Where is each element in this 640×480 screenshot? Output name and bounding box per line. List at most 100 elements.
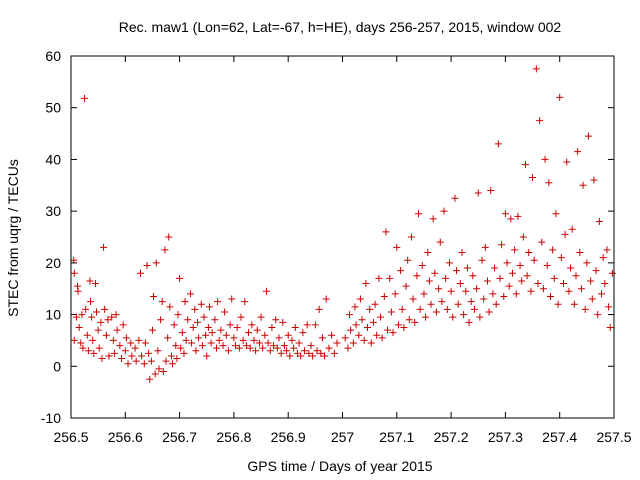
data-point [232, 342, 240, 350]
data-point [380, 292, 388, 300]
data-point [584, 132, 592, 140]
data-point [137, 269, 145, 277]
data-point [463, 264, 471, 272]
data-point [173, 355, 181, 363]
data-point [516, 261, 524, 269]
data-point [552, 210, 560, 218]
y-tick-label: 40 [45, 151, 61, 167]
data-point [167, 352, 175, 360]
data-point [606, 324, 614, 331]
data-point [386, 274, 394, 282]
data-point [543, 261, 551, 269]
data-point [404, 256, 412, 264]
data-point [534, 280, 542, 288]
data-point [141, 339, 149, 347]
data-point [467, 298, 475, 306]
data-point [557, 254, 565, 262]
data-point [400, 324, 408, 331]
data-point [549, 246, 557, 254]
data-point [280, 342, 288, 350]
data-point [505, 282, 513, 290]
data-point [242, 342, 250, 350]
data-point [195, 334, 203, 342]
x-tick-label: 257.3 [488, 429, 523, 445]
data-point [162, 357, 170, 365]
data-point [221, 308, 229, 316]
data-point [311, 321, 319, 329]
data-point [140, 360, 148, 368]
data-point [198, 342, 206, 350]
y-axis-label: STEC from uqrg / TECUs [5, 159, 21, 317]
data-point [266, 347, 274, 355]
data-point [525, 249, 533, 257]
data-point [84, 347, 92, 355]
data-point [191, 305, 199, 313]
data-point [443, 305, 451, 313]
data-point [503, 259, 511, 267]
data-point [333, 339, 341, 347]
data-point [456, 280, 464, 288]
data-point [235, 344, 243, 352]
data-point [300, 347, 308, 355]
data-point [188, 339, 196, 347]
data-point [150, 292, 158, 300]
data-point [248, 321, 256, 329]
data-point [438, 298, 446, 306]
data-point [245, 329, 253, 337]
data-point [454, 300, 462, 308]
data-point [481, 243, 489, 251]
data-point [88, 313, 96, 321]
data-point [341, 334, 349, 342]
data-point [70, 269, 78, 277]
data-point [151, 370, 159, 378]
data-point [192, 347, 200, 355]
data-point [74, 287, 82, 295]
data-point [143, 261, 151, 269]
data-point [568, 225, 576, 233]
data-point [93, 308, 101, 316]
y-tick-label: 10 [45, 307, 61, 323]
plot-frame [70, 55, 615, 419]
data-point [570, 300, 578, 308]
data-point [501, 210, 509, 218]
data-point [250, 336, 258, 344]
data-point [594, 311, 602, 319]
data-point [411, 318, 419, 326]
data-point [519, 233, 527, 241]
data-point [530, 256, 538, 264]
data-point [146, 375, 154, 383]
x-tick-label: 256.8 [216, 429, 251, 445]
x-tick-label: 257.5 [596, 429, 631, 445]
data-point [90, 349, 98, 357]
data-point [82, 305, 90, 313]
data-point [158, 298, 166, 306]
data-point [387, 308, 395, 316]
data-point [492, 300, 500, 308]
data-point [215, 336, 223, 344]
data-point [393, 243, 401, 251]
data-point [384, 326, 392, 334]
y-tick-label: 60 [45, 48, 61, 64]
data-point [355, 331, 363, 339]
data-point [89, 336, 97, 344]
data-point [203, 352, 211, 360]
data-point [529, 174, 537, 182]
data-point [541, 155, 549, 163]
data-point [478, 256, 486, 264]
data-point [81, 94, 89, 102]
data-point [498, 241, 506, 249]
data-point [194, 318, 202, 326]
data-point [78, 311, 86, 319]
data-point [145, 349, 153, 357]
data-point [453, 267, 461, 275]
data-point [241, 298, 249, 306]
data-point [462, 287, 470, 295]
data-point [508, 269, 516, 277]
data-point [303, 321, 311, 329]
data-point [169, 360, 177, 368]
data-point [200, 313, 208, 321]
data-point [485, 308, 493, 316]
data-point [344, 344, 352, 352]
data-point [469, 272, 477, 280]
data-point [284, 331, 292, 339]
